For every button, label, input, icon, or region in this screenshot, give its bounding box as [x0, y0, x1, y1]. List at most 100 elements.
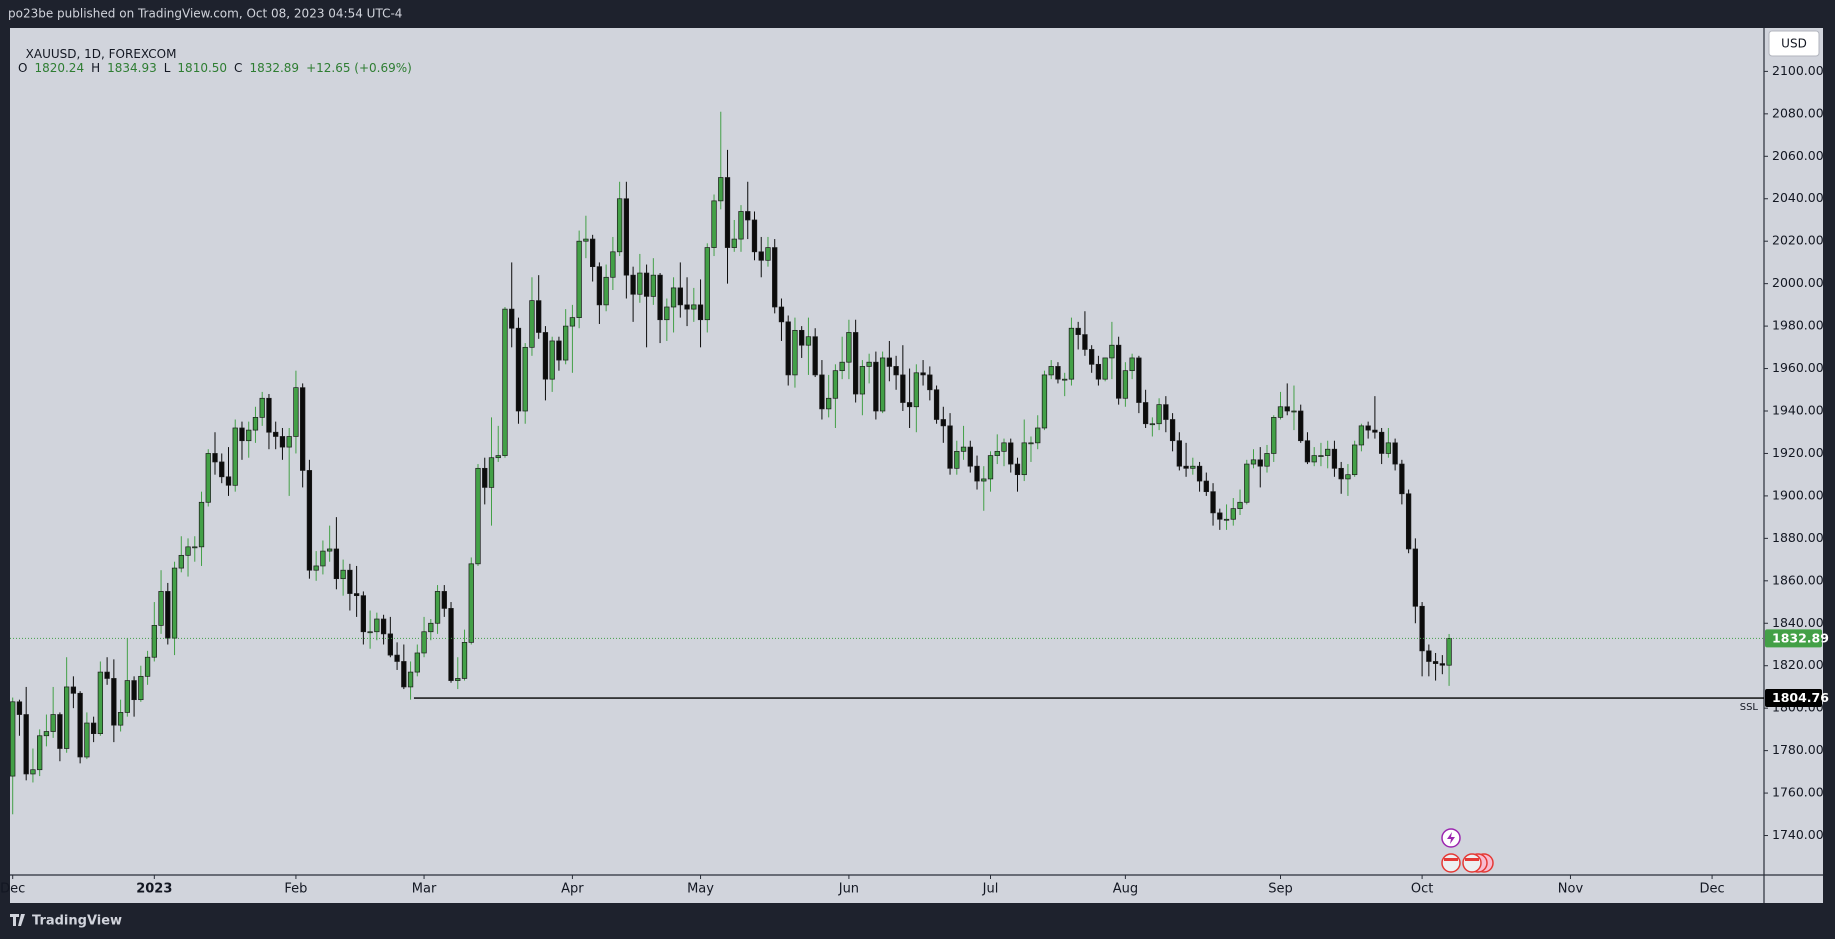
candle-body — [434, 591, 441, 624]
candle-body — [57, 714, 63, 749]
candle-body — [529, 300, 535, 348]
candle-body — [185, 546, 191, 556]
candle-body — [1041, 374, 1048, 429]
candle-body — [306, 470, 313, 571]
candle-body — [738, 211, 744, 240]
candle-body — [70, 686, 77, 694]
candle-body — [590, 238, 596, 268]
candle-body — [1237, 501, 1243, 509]
candle-body — [1001, 442, 1007, 452]
candle-body — [360, 595, 367, 633]
candle-body — [239, 427, 245, 442]
candle-body — [30, 769, 36, 775]
x-tick-label: Jun — [838, 882, 859, 897]
candle-body — [765, 247, 771, 261]
candle-body — [778, 306, 785, 323]
candle-body — [482, 467, 488, 488]
y-tick-label: 2020.00 — [1772, 233, 1824, 248]
legend-value: 1820.24 — [34, 61, 85, 75]
footer-text: TradingView — [32, 914, 122, 929]
candle-body — [414, 652, 420, 673]
candle-body — [1163, 404, 1169, 420]
plot-area — [10, 111, 1764, 815]
logo-glyph — [10, 914, 25, 926]
candle-body — [1378, 431, 1385, 454]
x-tick-label: Aug — [1113, 882, 1138, 897]
candle-body — [1196, 465, 1203, 482]
candle-body — [441, 591, 447, 609]
candle-body — [124, 680, 130, 713]
x-tick-label: Oct — [1411, 882, 1433, 897]
candle-body — [758, 251, 764, 261]
candle-body — [873, 361, 879, 412]
candle-body — [603, 276, 609, 306]
legend-symbol: XAUUSD, 1D, FOREXCOM — [25, 47, 177, 61]
candle-body — [387, 633, 393, 656]
candle-body — [421, 631, 427, 654]
candle-body — [623, 198, 630, 276]
level-name: SSL — [1740, 702, 1759, 713]
candle-body — [1169, 419, 1176, 442]
event-icon — [1462, 853, 1482, 873]
y-tick-label: 1760.00 — [1772, 785, 1824, 800]
candle-body — [455, 678, 461, 681]
y-tick-label: 1820.00 — [1772, 657, 1824, 672]
candle-body — [374, 618, 380, 633]
candle-body — [468, 563, 474, 643]
legend-value: 1810.50 — [177, 61, 228, 75]
y-tick-label: 1860.00 — [1772, 572, 1824, 587]
last-price-tag — [1765, 629, 1822, 648]
candle-body — [1358, 425, 1365, 446]
x-tick-label: Feb — [284, 882, 307, 897]
candle-body — [677, 287, 683, 306]
candle-body — [300, 387, 306, 471]
candle-body — [266, 397, 272, 433]
candle-body — [394, 654, 400, 662]
candle-body — [333, 548, 340, 580]
candle-body — [542, 332, 549, 380]
y-tick-label: 1840.00 — [1772, 615, 1824, 630]
y-tick-label: 1960.00 — [1772, 360, 1824, 375]
legend-key: C — [234, 61, 243, 75]
candle-body — [232, 427, 238, 486]
candle-body — [650, 274, 656, 297]
candle-body — [1298, 410, 1304, 442]
candle-body — [1244, 463, 1250, 503]
candle-body — [576, 240, 582, 318]
candle-body — [509, 308, 515, 329]
x-tick-label: Nov — [1558, 882, 1584, 897]
candle-body — [225, 476, 232, 486]
y-tick-label: 1940.00 — [1772, 403, 1824, 418]
candle-body — [839, 361, 845, 372]
candle-body — [407, 671, 414, 688]
candle-body — [805, 336, 812, 346]
candle-body — [1345, 474, 1351, 480]
legend-item: L 1810.50 — [164, 61, 227, 75]
candle-body — [1223, 518, 1230, 521]
currency-label[interactable]: USD — [1781, 37, 1807, 51]
candle-body — [205, 453, 211, 503]
candle-body — [1062, 378, 1068, 381]
candle-body — [1149, 423, 1156, 426]
candle-body — [792, 329, 798, 376]
candle-body — [1439, 663, 1445, 666]
candle-body — [178, 554, 184, 569]
candle-body — [340, 569, 346, 580]
candle-body — [212, 453, 218, 463]
candle-body — [1115, 344, 1122, 399]
candle-body — [1230, 508, 1236, 520]
candle-body — [697, 304, 704, 321]
candle-body — [1217, 512, 1223, 520]
candle-body — [886, 357, 893, 367]
candle-body — [97, 671, 104, 734]
y-tick-label: 1920.00 — [1772, 445, 1824, 460]
candle-body — [832, 370, 839, 399]
candle-body — [670, 287, 677, 308]
y-tick-label: 2080.00 — [1772, 105, 1824, 120]
y-tick-label: 2100.00 — [1772, 63, 1824, 78]
candle-body — [367, 631, 373, 634]
candle-body — [84, 722, 90, 758]
candle-body — [691, 304, 697, 310]
currency-button[interactable] — [1768, 30, 1820, 57]
candle-body — [1352, 444, 1358, 476]
